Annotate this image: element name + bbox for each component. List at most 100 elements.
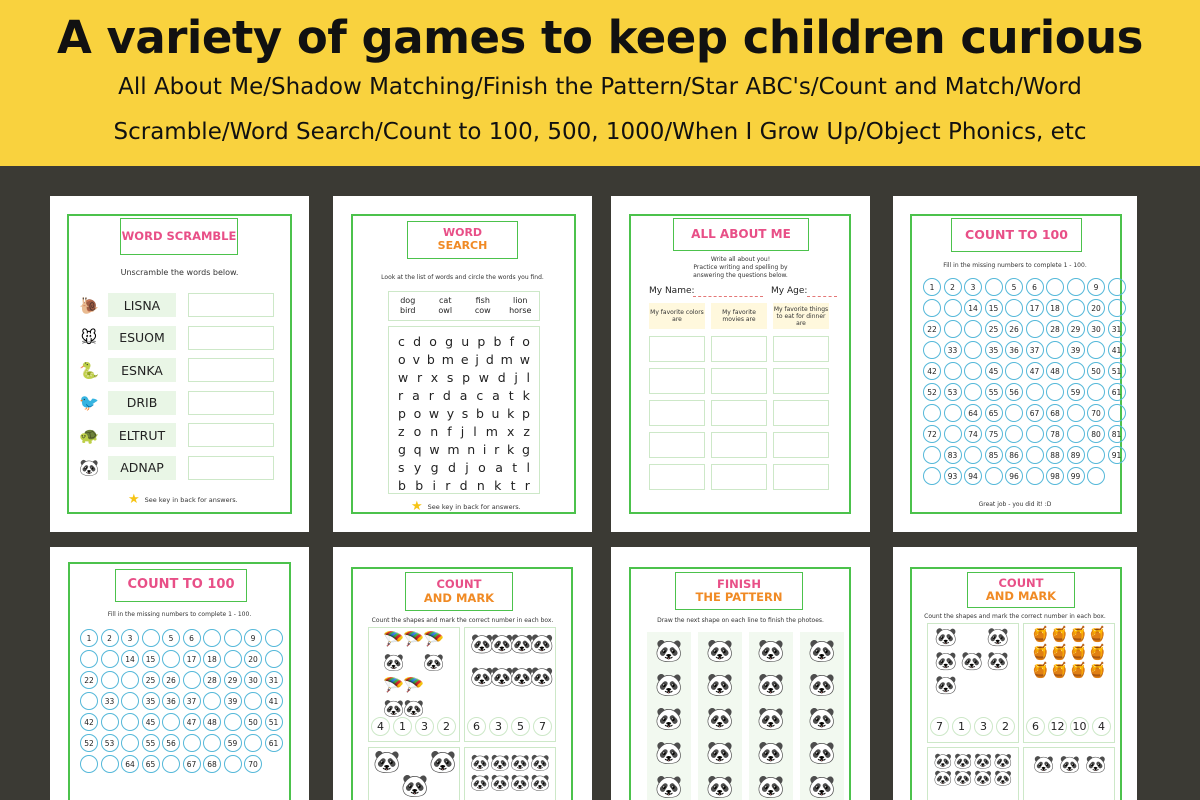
panda-face-icon: 🐼 bbox=[655, 639, 683, 664]
instruction-line-3: answering the questions below. bbox=[693, 272, 788, 279]
word-scramble-page: WORD SCRAMBLE Unscramble the words below… bbox=[50, 196, 309, 532]
grid-letter: w bbox=[429, 442, 440, 457]
number-circle: 94 bbox=[964, 467, 982, 485]
number-circle: 26 bbox=[162, 671, 180, 689]
scrambled-word: LISNA bbox=[108, 293, 176, 317]
panda-face-icon: 🐼 bbox=[706, 707, 734, 732]
grid-letter: o bbox=[478, 460, 486, 475]
grid-letter: a bbox=[495, 460, 503, 475]
number-choice: 4 bbox=[1092, 717, 1111, 736]
word-search-instruction: Look at the list of words and circle the… bbox=[381, 274, 544, 281]
grid-letter: i bbox=[432, 478, 436, 493]
panda-face-icon: 🐼 bbox=[655, 741, 683, 766]
parachute-panda-icon: 🪂 bbox=[383, 630, 405, 650]
pattern-column: 🐼 🐼 🐼 🐼 🐼 bbox=[800, 632, 844, 800]
number-circle: 20 bbox=[244, 650, 262, 668]
panda-icon: 🐼 bbox=[470, 753, 490, 772]
grid-letter: f bbox=[509, 334, 515, 349]
grid-letter: z bbox=[398, 424, 405, 439]
number-circle bbox=[1046, 383, 1064, 401]
word-scramble-title: WORD SCRAMBLE bbox=[121, 228, 237, 243]
panda-icon bbox=[403, 655, 423, 672]
grid-letter: r bbox=[428, 388, 434, 403]
number-circle: 35 bbox=[984, 341, 1003, 359]
number-circle bbox=[162, 650, 180, 668]
number-circle: 18 bbox=[203, 650, 221, 668]
honey-jar-icon: 🍯 bbox=[1050, 643, 1069, 661]
honey-jar-icon: 🍯 bbox=[1031, 643, 1050, 661]
number-circle: 3 bbox=[964, 278, 982, 296]
turtle-icon: 🐢 bbox=[79, 425, 99, 445]
name-line bbox=[693, 296, 763, 297]
panda-face-icon: 🐼 bbox=[706, 775, 734, 800]
answer-box bbox=[188, 358, 274, 382]
number-choice: 3 bbox=[974, 717, 993, 736]
number-circle bbox=[1025, 320, 1044, 338]
grid-letter: w bbox=[428, 406, 440, 421]
number-circle: 42 bbox=[80, 713, 98, 731]
page-title: FINISH THE PATTERN bbox=[675, 572, 803, 610]
snail-icon: 🐌 bbox=[79, 295, 99, 315]
honey-jar-icon: 🍯 bbox=[1050, 625, 1069, 643]
answer-cell bbox=[649, 432, 705, 458]
grid-letter: j bbox=[475, 352, 479, 367]
page-title: COUNT AND MARK bbox=[967, 572, 1075, 608]
pattern-instruction: Draw the next shape on each line to fini… bbox=[657, 617, 824, 624]
count-and-mark-page-2: COUNT AND MARK Count the shapes and mark… bbox=[893, 547, 1137, 800]
scrambled-word: ESNKA bbox=[108, 358, 176, 382]
number-circle: 15 bbox=[984, 299, 1003, 317]
honey-jar-icon: 🍯 bbox=[1069, 643, 1088, 661]
page-title: COUNT TO 100 bbox=[951, 218, 1082, 252]
page-title: COUNT AND MARK bbox=[405, 572, 513, 611]
grid-letter: v bbox=[412, 352, 420, 367]
scrambled-word: DRIB bbox=[108, 390, 176, 415]
answer-choices: 6 12 10 4 bbox=[1026, 717, 1111, 736]
number-circle: 5 bbox=[1005, 278, 1023, 296]
answer-cell bbox=[711, 336, 767, 362]
number-choice: 2 bbox=[437, 717, 456, 736]
number-circle: 22 bbox=[80, 671, 98, 689]
grid-letter: r bbox=[445, 478, 451, 493]
number-circle bbox=[984, 467, 1003, 485]
number-circle: 17 bbox=[182, 650, 201, 668]
panda-icon bbox=[373, 776, 401, 798]
number-circle: 68 bbox=[1046, 404, 1064, 422]
number-circle bbox=[964, 383, 982, 401]
answer-cell bbox=[773, 464, 829, 490]
age-line bbox=[807, 296, 837, 297]
panda-icon: 🐼 bbox=[423, 653, 445, 673]
number-circle bbox=[943, 362, 962, 380]
number-grid: 1 2 3 5 6 9 14 15 17 18 20 22 25 26 28 29 30 31 33 35 36 37 39… bbox=[80, 629, 284, 774]
grid-letter: m bbox=[485, 424, 498, 439]
grid-letter: g bbox=[430, 460, 439, 475]
number-choice: 1 bbox=[952, 717, 971, 736]
number-circle: 53 bbox=[100, 734, 119, 752]
banner-subtitle-line-1: All About Me/Shadow Matching/Finish the … bbox=[118, 74, 1082, 100]
number-circle bbox=[223, 629, 242, 647]
panda-icon: 🐼 bbox=[973, 769, 993, 787]
word-scramble-row: 🐢 ELTRUT bbox=[78, 422, 274, 448]
title-line-2: AND MARK bbox=[985, 589, 1057, 603]
grid-letter: j bbox=[514, 370, 518, 385]
grid-letter: o bbox=[429, 334, 437, 349]
panda-icon: 🐼 bbox=[470, 633, 494, 655]
bird-icon: 🐦 bbox=[79, 393, 99, 412]
count-instruction: Fill in the missing numbers to complete … bbox=[943, 262, 1087, 269]
grid-letter: w bbox=[398, 370, 409, 385]
grid-letter: q bbox=[413, 442, 422, 457]
answer-cell bbox=[773, 432, 829, 458]
grid-letter: m bbox=[447, 442, 460, 457]
number-circle: 39 bbox=[223, 692, 242, 710]
pattern-column: 🐼 🐼 🐼 🐼 🐼 bbox=[698, 632, 742, 800]
title-line-2: SEARCH bbox=[437, 239, 488, 252]
number-circle bbox=[943, 425, 962, 443]
number-circle bbox=[121, 692, 139, 710]
answer-cell bbox=[649, 336, 705, 362]
number-circle: 89 bbox=[1066, 446, 1085, 464]
number-circle bbox=[923, 404, 941, 422]
number-circle: 18 bbox=[1046, 299, 1064, 317]
